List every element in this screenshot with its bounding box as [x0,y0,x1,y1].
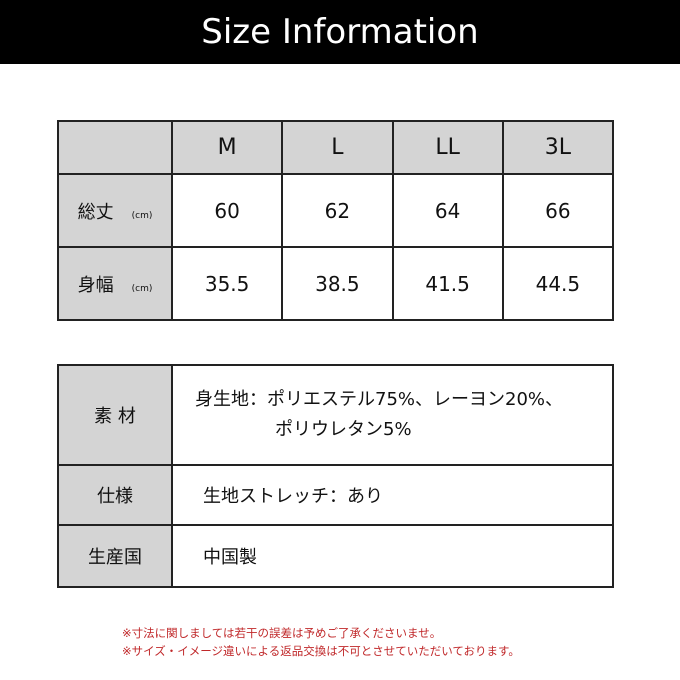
row-label: 身幅 (cm) [57,246,173,321]
note: ※寸法に関しましては若干の誤差は予めご了承くださいませ。 [122,626,442,640]
table-row: 身幅 (cm) 35.5 38.5 41.5 44.5 [57,246,615,321]
row-label: 生産国 [57,524,173,588]
corner-cell [57,120,173,175]
table-row: 総丈 (cm) 60 62 64 66 [57,173,615,248]
material-value: 身生地：ポリエステル75%、レーヨン20%、 ポリウレタン5% [171,364,614,466]
spec-row-material: 素 材 身生地：ポリエステル75%、レーヨン20%、 ポリウレタン5% [57,364,614,466]
value-cell: 44.5 [501,246,615,321]
size-header: L [281,120,394,175]
value-cell: 35.5 [170,246,284,321]
origin-value: 中国製 [171,524,614,588]
spec-table: 素 材 身生地：ポリエステル75%、レーヨン20%、 ポリウレタン5% 仕様 生地… [57,364,614,588]
row-label: 総丈 (cm) [57,173,173,248]
spec-row-spec: 仕様 生地ストレッチ：あり [57,464,614,526]
size-header: 3L [501,120,615,175]
value-cell: 62 [281,173,394,248]
title-banner: Size Information [0,0,680,64]
note: ※サイズ・イメージ違いによる返品交換は不可とさせていただいております。 [122,644,520,658]
row-label: 素 材 [57,364,173,466]
spec-value: 生地ストレッチ：あり [171,464,614,526]
row-label: 仕様 [57,464,173,526]
value-cell: 41.5 [391,246,504,321]
page-title: Size Information [201,12,479,52]
value-cell: 60 [170,173,284,248]
size-table: M L LL 3L 総丈 (cm) 60 62 64 66 身幅 (cm) 35.5… [57,120,615,321]
value-cell: 66 [501,173,615,248]
size-header-row: M L LL 3L [57,120,615,175]
size-header: LL [391,120,504,175]
value-cell: 64 [391,173,504,248]
size-header: M [170,120,284,175]
spec-row-origin: 生産国 中国製 [57,524,614,588]
value-cell: 38.5 [281,246,394,321]
